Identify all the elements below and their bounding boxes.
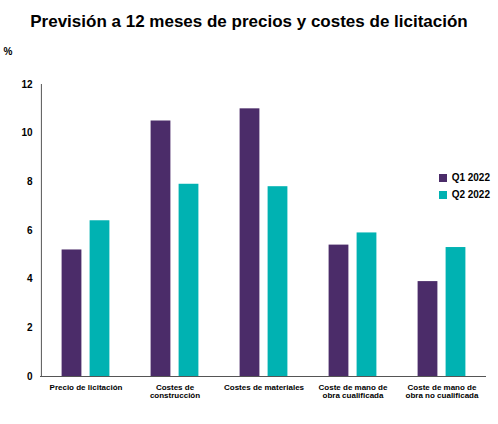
svg-text:10: 10: [21, 127, 33, 138]
html-text:Q2 2022: Q2 2022: [451, 189, 490, 200]
svg-text:Costes deconstrucción: Costes deconstrucción: [150, 383, 200, 400]
svg-text:Coste de mano deobra cualifica: Coste de mano deobra cualificada: [319, 383, 388, 400]
svg-text:%: %: [4, 46, 13, 57]
svg-text:8: 8: [27, 176, 33, 187]
svg-text:Precio de licitación: Precio de licitación: [50, 383, 123, 392]
svg-text:6: 6: [27, 225, 33, 236]
svg-text:0: 0: [27, 371, 33, 382]
html-text:Q1 2022: Q1 2022: [451, 172, 490, 183]
svg-text:12: 12: [21, 79, 33, 90]
svg-text:Costes de materiales: Costes de materiales: [224, 383, 305, 392]
svg-text:4: 4: [27, 273, 33, 284]
html-text:Previsión a 12 meses de precio: Previsión a 12 meses de precios y costes…: [30, 12, 468, 31]
svg-text:Coste de mano deobra no cualif: Coste de mano deobra no cualificada: [406, 383, 479, 400]
svg-text:2: 2: [27, 322, 33, 333]
